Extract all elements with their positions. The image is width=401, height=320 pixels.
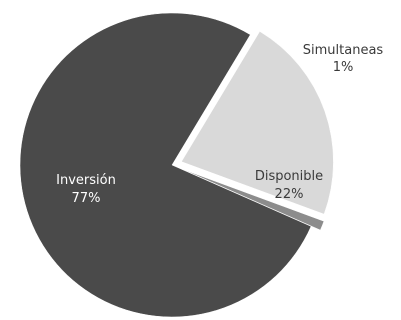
slice-label-percent: 1% bbox=[333, 60, 354, 75]
pie-slices bbox=[19, 12, 334, 318]
slice-label-percent: 22% bbox=[275, 187, 304, 202]
slice-label-category: Simultaneas bbox=[303, 43, 384, 58]
slice-label-category: Disponible bbox=[255, 169, 323, 184]
pie-slice-inversion bbox=[19, 12, 312, 318]
pie-slice-simultaneas bbox=[181, 168, 325, 231]
slice-label-percent: 77% bbox=[72, 191, 101, 206]
pie-labels: Inversión 77% Simultaneas 1% Disponible 22% bbox=[56, 43, 383, 206]
pie-slice-disponible bbox=[181, 31, 334, 215]
slice-label-category: Inversión bbox=[56, 173, 116, 188]
